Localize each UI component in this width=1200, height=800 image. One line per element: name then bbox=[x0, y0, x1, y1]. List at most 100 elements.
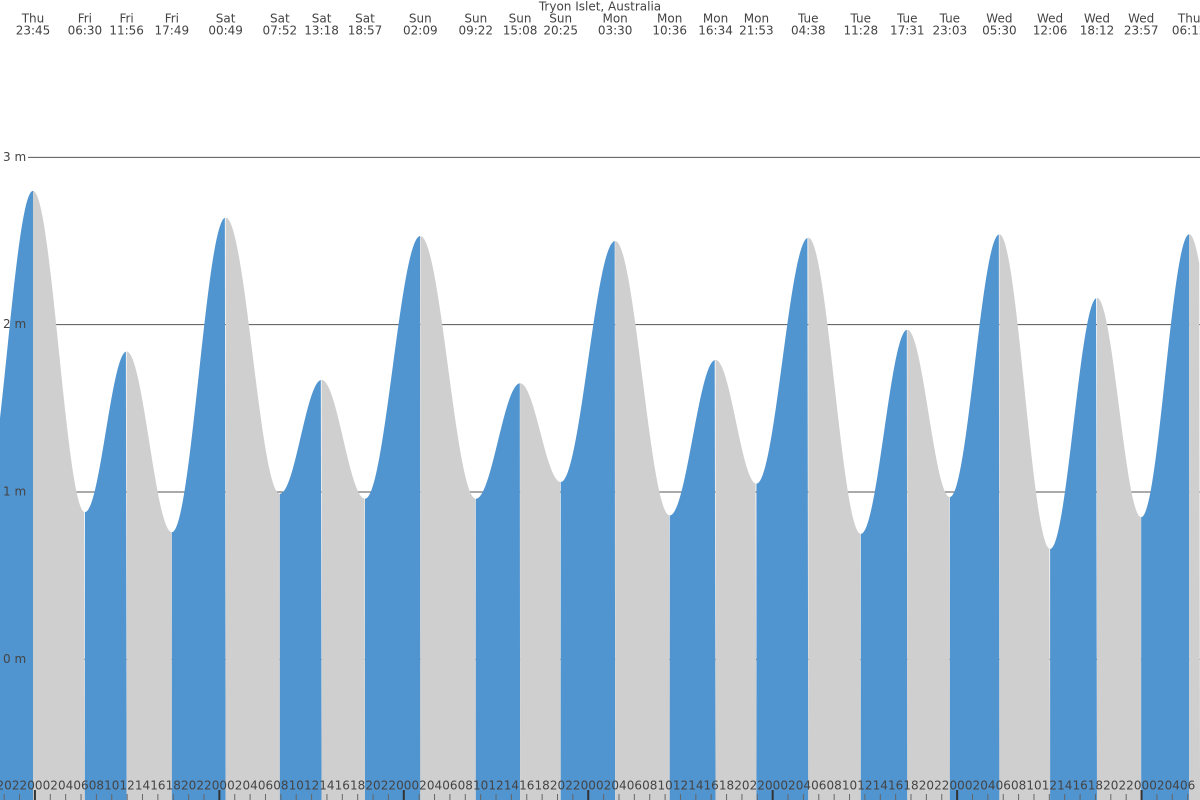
extreme-day: Mon bbox=[602, 12, 627, 26]
extreme-time: 12:06 bbox=[1033, 24, 1068, 38]
extreme-day: Sun bbox=[509, 12, 532, 26]
falling-tide bbox=[225, 217, 280, 800]
rising-tide bbox=[1050, 298, 1097, 800]
hour-tick-label: 00 bbox=[765, 779, 780, 793]
rising-tide bbox=[475, 383, 521, 800]
extreme-time: 21:53 bbox=[739, 24, 774, 38]
y-tick-label: 0 m bbox=[3, 652, 26, 666]
hour-tick-label: 20 bbox=[0, 779, 12, 793]
extreme-day: Sat bbox=[312, 12, 332, 26]
extreme-day: Fri bbox=[165, 12, 179, 26]
y-tick-label: 1 m bbox=[3, 485, 26, 499]
hour-tick-label: 12 bbox=[1042, 779, 1057, 793]
hour-tick-label: 02 bbox=[596, 779, 611, 793]
rising-tide bbox=[560, 241, 616, 800]
y-tick-label: 3 m bbox=[3, 150, 26, 164]
chart-title: Tryon Islet, Australia bbox=[538, 0, 661, 14]
extreme-day: Tue bbox=[939, 12, 961, 26]
rising-tide bbox=[171, 217, 226, 800]
hour-tick-label: 02 bbox=[227, 779, 242, 793]
extreme-day: Sat bbox=[270, 12, 290, 26]
extreme-time: 13:18 bbox=[304, 24, 339, 38]
hour-tick-label: 08 bbox=[642, 779, 657, 793]
hour-tick-label: 16 bbox=[519, 779, 534, 793]
hour-tick-label: 06 bbox=[627, 779, 642, 793]
extreme-time: 02:09 bbox=[403, 24, 438, 38]
hour-tick-label: 06 bbox=[1180, 779, 1195, 793]
extreme-time: 06:30 bbox=[68, 24, 103, 38]
extreme-day: Wed bbox=[986, 12, 1012, 26]
hour-tick-label: 00 bbox=[581, 779, 596, 793]
rising-tide bbox=[669, 359, 716, 800]
hour-tick-label: 20 bbox=[734, 779, 749, 793]
hour-tick-label: 22 bbox=[196, 779, 211, 793]
extreme-time: 04:38 bbox=[791, 24, 826, 38]
hour-tick-label: 10 bbox=[1026, 779, 1041, 793]
extreme-day: Wed bbox=[1084, 12, 1110, 26]
hour-tick-label: 16 bbox=[1072, 779, 1087, 793]
hour-tick-label: 06 bbox=[73, 779, 88, 793]
hour-tick-label: 04 bbox=[796, 779, 811, 793]
hour-tick-label: 02 bbox=[43, 779, 58, 793]
extreme-day: Sat bbox=[216, 12, 236, 26]
hour-tick-label: 18 bbox=[166, 779, 181, 793]
falling-tide bbox=[420, 235, 476, 800]
hour-tick-label: 00 bbox=[1134, 779, 1149, 793]
hour-tick-label: 04 bbox=[427, 779, 442, 793]
falling-tide bbox=[126, 351, 172, 800]
extreme-time: 17:49 bbox=[155, 24, 190, 38]
hour-tick-label: 02 bbox=[412, 779, 427, 793]
hour-tick-label: 00 bbox=[949, 779, 964, 793]
hour-tick-label: 08 bbox=[1011, 779, 1026, 793]
extreme-day: Sun bbox=[409, 12, 432, 26]
hour-tick-label: 08 bbox=[89, 779, 104, 793]
hour-tick-label: 20 bbox=[919, 779, 934, 793]
hour-tick-label: 02 bbox=[965, 779, 980, 793]
extreme-time: 15:08 bbox=[503, 24, 538, 38]
hour-tick-label: 20 bbox=[181, 779, 196, 793]
hour-tick-label: 10 bbox=[289, 779, 304, 793]
extreme-day: Thu bbox=[1177, 12, 1200, 26]
falling-tide bbox=[321, 379, 365, 800]
extreme-time: 11:28 bbox=[844, 24, 879, 38]
hour-tick-label: 00 bbox=[212, 779, 227, 793]
hour-tick-label: 00 bbox=[27, 779, 42, 793]
extreme-time: 17:31 bbox=[890, 24, 925, 38]
extreme-time: 20:25 bbox=[543, 24, 578, 38]
extreme-day: Tue bbox=[896, 12, 918, 26]
falling-tide bbox=[1096, 297, 1142, 800]
falling-tide bbox=[1189, 234, 1200, 800]
falling-tide bbox=[999, 234, 1051, 800]
hour-tick-label: 10 bbox=[842, 779, 857, 793]
falling-tide bbox=[32, 190, 85, 800]
extreme-day: Mon bbox=[703, 12, 728, 26]
hour-tick-label: 22 bbox=[934, 779, 949, 793]
hour-tick-label: 20 bbox=[550, 779, 565, 793]
hour-tick-label: 22 bbox=[1119, 779, 1134, 793]
rising-tide bbox=[279, 380, 322, 800]
hour-tick-label: 04 bbox=[58, 779, 73, 793]
hour-tick-label: 18 bbox=[719, 779, 734, 793]
hour-tick-label: 12 bbox=[673, 779, 688, 793]
extreme-time: 11:56 bbox=[109, 24, 144, 38]
hour-tick-label: 22 bbox=[12, 779, 27, 793]
hour-tick-label: 14 bbox=[1057, 779, 1072, 793]
extreme-day: Sat bbox=[355, 12, 375, 26]
tide-areas bbox=[0, 190, 1200, 800]
hour-tick-label: 14 bbox=[135, 779, 150, 793]
rising-tide bbox=[364, 236, 421, 800]
extreme-time: 23:03 bbox=[933, 24, 968, 38]
extreme-time: 10:36 bbox=[652, 24, 687, 38]
hour-tick-label: 22 bbox=[565, 779, 580, 793]
rising-tide bbox=[756, 237, 809, 800]
hour-tick-label: 04 bbox=[980, 779, 995, 793]
rising-tide bbox=[860, 329, 908, 800]
hour-tick-label: 16 bbox=[150, 779, 165, 793]
rising-tide bbox=[0, 190, 33, 800]
hour-tick-label: 14 bbox=[873, 779, 888, 793]
extreme-time: 05:30 bbox=[982, 24, 1017, 38]
label-layer: 0 m1 m2 m3 mThu23:45Fri06:30Fri11:56Fri1… bbox=[0, 12, 1200, 800]
extreme-time: 03:30 bbox=[598, 24, 633, 38]
extreme-time: 23:57 bbox=[1124, 24, 1159, 38]
